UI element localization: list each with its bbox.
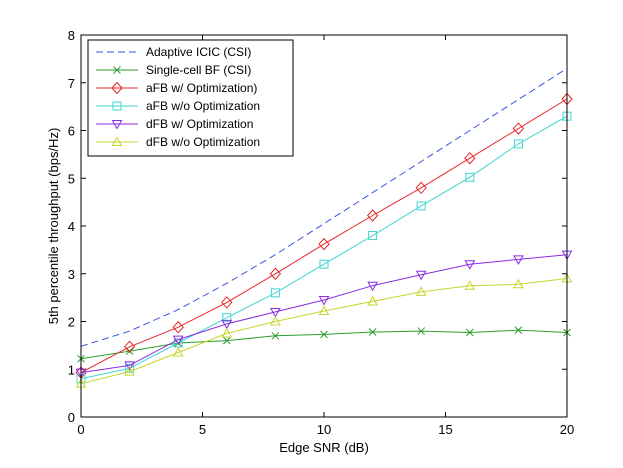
legend: Adaptive ICIC (CSI) Single-cell BF (CSI) a… [87, 39, 294, 157]
legend-marker [112, 101, 122, 111]
data-point [415, 286, 427, 296]
data-point [222, 336, 231, 345]
y-tick-label: 1 [68, 362, 75, 377]
data-point [417, 327, 426, 335]
series-line [80, 115, 568, 380]
legend-item: aFB w/ Optimization) [96, 81, 257, 95]
data-point [415, 181, 427, 195]
data-point [367, 295, 378, 306]
legend-item: dFB w/ Optimization [96, 117, 253, 131]
data-point [123, 340, 136, 354]
x-tick-label: 10 [317, 422, 331, 437]
data-point [513, 139, 523, 149]
legend-label: dFB w/o Optimization [146, 135, 260, 149]
data-point [270, 307, 281, 318]
data-point [465, 172, 475, 182]
data-point [269, 267, 282, 280]
data-point [320, 330, 328, 339]
legend-label: dFB w/ Optimization [146, 117, 253, 131]
plot-frame [80, 34, 568, 418]
x-tick-label: 20 [560, 422, 574, 437]
series-line [80, 98, 568, 374]
series-line [80, 278, 568, 385]
y-tick-label: 4 [68, 219, 75, 234]
data-point [270, 315, 281, 326]
data-point [366, 209, 379, 222]
data-point [172, 347, 184, 357]
data-point [173, 338, 183, 348]
y-tick-label: 8 [68, 28, 75, 43]
legend-label: aFB w/o Optimization [146, 99, 260, 113]
legend-item: dFB w/o Optimization [96, 135, 260, 149]
series-line [80, 67, 568, 347]
y-tick-label: 6 [68, 124, 75, 139]
legend-marker [111, 136, 123, 146]
data-point [464, 151, 476, 165]
data-point [514, 326, 523, 334]
legend-marker [113, 66, 121, 74]
legend-marker [111, 81, 123, 95]
axis-ticks: 0 5 10 15 20 0 1 2 3 4 5 6 7 8 [68, 28, 574, 437]
data-point [125, 347, 134, 355]
legend-label: Single-cell BF (CSI) [146, 63, 251, 77]
series-6 [75, 273, 573, 388]
data-point [125, 363, 135, 373]
series-line [80, 254, 568, 374]
x-tick-label: 0 [77, 422, 84, 437]
data-point [368, 328, 377, 336]
data-point [221, 319, 233, 330]
data-point [512, 122, 525, 135]
x-axis-label: Edge SNR (dB) [279, 440, 369, 455]
data-point [416, 201, 426, 211]
x-tick-label: 15 [438, 422, 452, 437]
data-point [271, 331, 280, 340]
data-point [172, 320, 184, 334]
y-tick-label: 2 [68, 315, 75, 330]
data-point [172, 335, 184, 346]
legend-item: Adaptive ICIC (CSI) [96, 45, 251, 59]
data-point [415, 270, 427, 281]
data-point [464, 260, 476, 270]
data-point [124, 361, 135, 371]
x-tick-label: 5 [199, 422, 206, 437]
data-point [319, 259, 329, 269]
data-point [270, 288, 280, 298]
y-tick-label: 5 [68, 171, 75, 186]
data-point [221, 327, 233, 338]
data-point [367, 281, 378, 292]
data-point [513, 278, 524, 289]
y-axis-label: 5th percentile throughput (bps/Hz) [46, 128, 61, 325]
data-point [318, 237, 330, 251]
series-1 [80, 67, 568, 347]
legend-marker [111, 120, 123, 130]
legend-box [87, 39, 294, 157]
legend-item: aFB w/o Optimization [96, 99, 260, 113]
legend-label: aFB w/ Optimization) [146, 81, 257, 95]
data-point [368, 231, 378, 241]
legend-item: Single-cell BF (CSI) [96, 63, 251, 77]
data-point [464, 280, 476, 290]
data-point [318, 305, 330, 315]
y-tick-label: 0 [68, 410, 75, 425]
data-point [222, 313, 232, 323]
y-tick-label: 7 [68, 76, 75, 91]
data-point [465, 328, 474, 337]
legend-label: Adaptive ICIC (CSI) [146, 45, 251, 59]
data-point [124, 366, 135, 376]
data-point [221, 296, 233, 309]
y-tick-label: 3 [68, 267, 75, 282]
data-point [513, 255, 524, 265]
data-point [318, 296, 330, 306]
